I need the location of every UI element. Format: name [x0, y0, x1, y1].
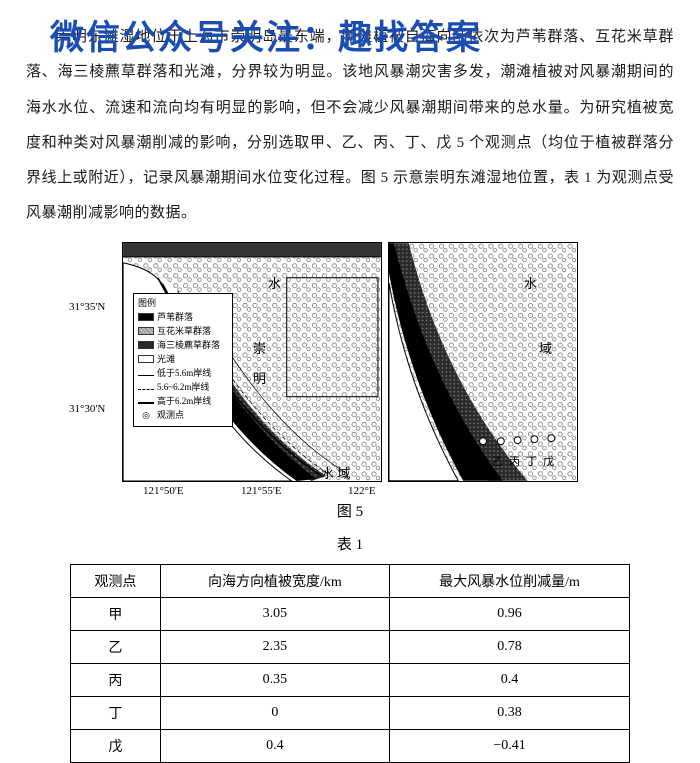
c: 0.4 — [160, 729, 389, 762]
y-tick-0: 31°35'N — [69, 301, 105, 313]
x-tick-2: 122°E — [348, 485, 376, 497]
y-tick-1: 31°30'N — [69, 403, 105, 415]
table-row: 乙2.350.78 — [71, 630, 630, 663]
th1: 向海方向植被宽度/km — [160, 564, 389, 597]
c: 0.35 — [160, 663, 389, 696]
legend: 图例 芦苇群落 互花米草群落 海三棱藨草群落 光滩 低于5.6m岸线 5.6~6… — [133, 293, 233, 427]
table-header-row: 观测点 向海方向植被宽度/km 最大风暴水位削减量/m — [71, 564, 630, 597]
lg6: 高于6.2m岸线 — [157, 395, 211, 408]
figure-maps: 31°35'N 31°30'N 121°50'E 121°55'E 122°E … — [122, 242, 578, 482]
figure-caption: 图 5 — [337, 500, 363, 521]
label-dao: 岛 — [243, 418, 256, 437]
lg2: 海三棱藨草群落 — [157, 339, 220, 352]
c: −0.41 — [390, 729, 630, 762]
c: 0.38 — [390, 696, 630, 729]
data-table: 观测点 向海方向植被宽度/km 最大风暴水位削减量/m 甲3.050.96 乙2… — [70, 564, 630, 763]
label-chong: 崇 — [253, 338, 266, 357]
c: 丙 — [71, 663, 161, 696]
lg1: 互花米草群落 — [157, 325, 211, 338]
c: 乙 — [71, 630, 161, 663]
lg3: 光滩 — [157, 353, 175, 366]
table-caption: 表 1 — [337, 533, 363, 554]
c: 甲 — [71, 597, 161, 630]
figure-container: 31°35'N 31°30'N 121°50'E 121°55'E 122°E … — [0, 242, 700, 763]
table-row: 丁00.38 — [71, 696, 630, 729]
legend-title: 图例 — [138, 297, 228, 310]
table-row: 丙0.350.4 — [71, 663, 630, 696]
map-left: 31°35'N 31°30'N 121°50'E 121°55'E 122°E … — [122, 242, 382, 482]
label-sea-r: 域 — [539, 338, 552, 357]
lg5: 5.6~6.2m岸线 — [157, 381, 209, 394]
map-right: 水 域 甲乙丙丁戊 — [388, 242, 578, 482]
c: 2.35 — [160, 630, 389, 663]
th2: 最大风暴水位削减量/m — [390, 564, 630, 597]
label-sea: 水 域 — [321, 463, 350, 482]
c: 丁 — [71, 696, 161, 729]
c: 0.4 — [390, 663, 630, 696]
label-water: 水 — [268, 273, 281, 292]
table-row: 戊0.4−0.41 — [71, 729, 630, 762]
table-body: 甲3.050.96 乙2.350.78 丙0.350.4 丁00.38 戊0.4… — [71, 597, 630, 762]
label-water-r: 水 — [524, 273, 537, 292]
c: 3.05 — [160, 597, 389, 630]
body-paragraph: 崇明东滩湿地位于上海市崇明岛最东端，潮滩植被自海向陆依次为芦苇群落、互花米草群落… — [0, 0, 700, 238]
x-tick-1: 121°55'E — [241, 485, 282, 497]
th0: 观测点 — [71, 564, 161, 597]
x-tick-0: 121°50'E — [143, 485, 184, 497]
c: 0 — [160, 696, 389, 729]
c: 0.78 — [390, 630, 630, 663]
obs-points: 甲乙丙丁戊 — [475, 453, 560, 469]
c: 戊 — [71, 729, 161, 762]
lg7: 观测点 — [157, 409, 184, 422]
lg4: 低于5.6m岸线 — [157, 367, 211, 380]
label-ming: 明 — [253, 368, 266, 387]
lg0: 芦苇群落 — [157, 311, 193, 324]
table-row: 甲3.050.96 — [71, 597, 630, 630]
map-right-svg — [389, 243, 577, 481]
c: 0.96 — [390, 597, 630, 630]
